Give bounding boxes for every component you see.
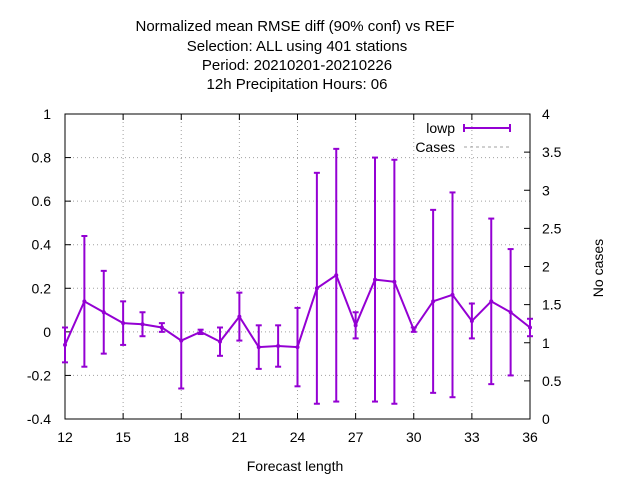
data-point-lowp [256,345,261,350]
x-tick-label: 15 [115,429,131,445]
x-axis-label: Forecast length [247,458,344,474]
x-tick-label: 27 [348,429,364,445]
y2-axis-label: No cases [590,239,606,297]
data-point-lowp [392,279,397,284]
chart-title: Normalized mean RMSE diff (90% conf) vs … [136,18,455,93]
x-tick-label: 18 [173,429,189,445]
data-point-lowp [198,329,203,334]
y-tick-label: 0.2 [32,280,52,296]
y-tick-label: 0.4 [32,237,52,253]
data-point-lowp [334,273,339,278]
title-line-4: 12h Precipitation Hours: 06 [207,76,388,93]
y2-tick-label: 2.5 [542,220,562,236]
data-point-lowp [159,325,164,330]
data-point-lowp [528,325,532,330]
y2-tick-label: 3 [542,182,550,198]
y2-tick-label: 0 [542,411,550,427]
legend: lowp Cases [415,120,511,155]
y-tick-label: -0.4 [27,411,51,427]
data-point-lowp [101,310,106,315]
y2-tick-label: 4 [542,106,550,122]
plot-series [62,147,533,405]
data-point-lowp [179,338,184,343]
data-point-lowp [314,286,319,291]
y-tick-label: 1 [43,106,51,122]
data-point-lowp [121,321,126,326]
x-tick-label: 12 [57,429,73,445]
x-tick-label: 36 [522,429,538,445]
data-point-lowp [469,318,474,323]
y2-tick-label: 1.5 [542,297,562,313]
y2-tick-label: 1 [542,335,550,351]
data-point-lowp [237,314,242,319]
y2-tick-label: 2 [542,259,550,275]
data-point-lowp [218,339,222,344]
data-point-lowp [276,344,281,349]
y-tick-label: 0.8 [32,150,52,166]
x-tick-label: 21 [232,429,248,445]
data-point-lowp [353,323,358,328]
y2-tick-label: 0.5 [542,373,562,389]
data-point-lowp [373,277,377,282]
data-point-lowp [489,299,494,304]
legend-label-lowp: lowp [426,120,455,136]
y-tick-label: 0.6 [32,193,52,209]
data-point-lowp [295,345,300,350]
x-tick-label: 24 [290,429,306,445]
x-tick-label: 33 [464,429,480,445]
data-point-lowp [140,322,145,327]
x-tick-label: 30 [406,429,422,445]
data-point-lowp [431,299,436,304]
data-point-lowp [63,342,67,347]
title-line-1: Normalized mean RMSE diff (90% conf) vs … [136,18,455,35]
y-tick-label: -0.2 [27,367,51,383]
title-line-3: Period: 20210201-20210226 [202,57,392,74]
axes: 12 15 18 21 24 27 30 33 36-0.4-0.200.20.40.60.81… [27,106,562,445]
title-line-2: Selection: ALL using 401 stations [187,38,407,55]
data-point-lowp [450,292,455,297]
data-point-lowp [82,299,87,304]
data-point-lowp [508,310,513,315]
legend-label-cases: Cases [415,139,455,155]
y2-tick-label: 3.5 [542,144,562,160]
data-point-lowp [411,327,416,332]
y-tick-label: 0 [43,324,51,340]
